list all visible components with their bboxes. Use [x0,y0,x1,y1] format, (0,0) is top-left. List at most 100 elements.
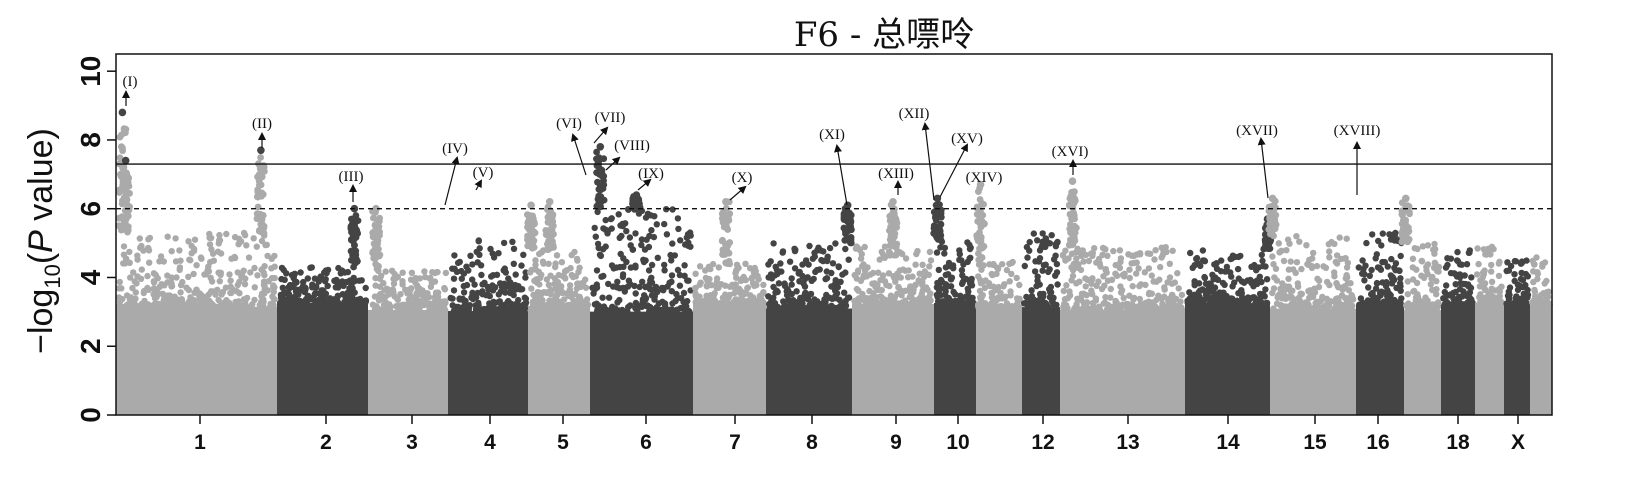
snp-point [1046,293,1054,301]
snp-point [896,249,904,256]
snp-point [1379,230,1387,237]
snp-point [134,256,141,263]
snp-point [1495,272,1503,280]
snp-point [887,252,894,259]
snp-point [1224,297,1231,304]
snp-point [520,251,527,258]
snp-point [779,248,787,255]
snp-point [1126,274,1134,282]
snp-point [713,275,721,282]
snp-point [1117,283,1124,290]
snp-point [668,257,675,264]
snp-point [478,307,485,315]
snp-point [591,301,599,308]
snp-point [1475,260,1482,268]
snp-point [413,291,420,299]
snp-point [1066,288,1073,295]
snp-point [770,240,777,247]
snp-point [1034,237,1041,244]
snp-point [115,222,122,230]
y-tick-label: 0 [75,407,106,423]
snp-point [1323,278,1331,286]
snp-point [116,278,124,286]
snp-point [1393,284,1400,292]
snp-point [692,270,699,277]
snp-point [1117,255,1125,262]
snp-point [493,271,501,278]
snp-point [593,308,601,315]
snp-point [531,220,538,228]
snp-point [427,274,434,282]
snp-point [390,280,398,287]
snp-point [371,245,379,253]
snp-point [1271,274,1278,281]
snp-point [304,298,311,306]
snp-point [1293,233,1300,240]
x-tick-label: 1 [194,431,206,454]
snp-point [1122,303,1130,310]
snp-point [528,235,535,243]
snp-point [832,240,839,247]
y-axis-label-prefix: −log [22,289,60,354]
snp-point [547,272,554,279]
snp-point [1036,247,1044,254]
snp-point [478,271,485,279]
snp-point [467,252,474,259]
snp-point [1116,264,1124,272]
snp-point [1359,257,1366,264]
snp-point [600,303,608,310]
snp-point [329,297,336,304]
snp-point [958,267,966,274]
peak-annotation: (XVIII) [1334,123,1380,195]
snp-point [409,306,416,314]
snp-point [469,295,477,303]
snp-point [1252,299,1259,307]
snp-point [1405,306,1413,314]
snp-point [791,245,798,252]
snp-point [185,286,192,294]
snp-point [632,262,639,269]
snp-point [641,292,648,299]
snp-point [1117,306,1124,313]
snp-point [663,231,671,238]
snp-point [496,305,503,312]
x-tick-label: 14 [1216,431,1240,454]
snp-point [142,301,150,309]
snp-point [150,291,157,298]
snp-point [845,256,852,263]
snp-point [1304,299,1311,306]
snp-point [1372,255,1379,262]
snp-point [510,291,517,299]
snp-point [660,287,667,294]
snp-point [1077,266,1085,274]
snp-point [226,271,233,278]
snp-point [891,274,898,281]
snp-point [583,296,591,303]
snp-point [294,298,302,305]
peak-annotation-label: (XVI) [1052,144,1089,160]
snp-point [1480,284,1488,291]
chromosome-5-points [524,198,592,415]
snp-point [500,239,508,247]
snp-point [1512,258,1520,265]
snp-point [1479,269,1487,276]
snp-point [471,281,478,288]
snp-point [1410,288,1417,295]
snp-point [1442,264,1450,271]
snp-point [823,268,830,275]
snp-point [1433,278,1440,285]
snp-point [551,297,558,305]
snp-point [619,220,626,228]
snp-point [618,232,625,240]
snp-point [1344,274,1351,281]
snp-point [1128,306,1135,313]
snp-point [1091,245,1098,252]
snp-point [407,300,414,308]
snp-point [161,303,168,310]
snp-point [853,285,861,293]
snp-point [486,306,494,314]
snp-point [354,299,362,306]
snp-point [881,243,889,250]
plot-frame [115,53,1553,416]
snp-point [620,255,627,262]
